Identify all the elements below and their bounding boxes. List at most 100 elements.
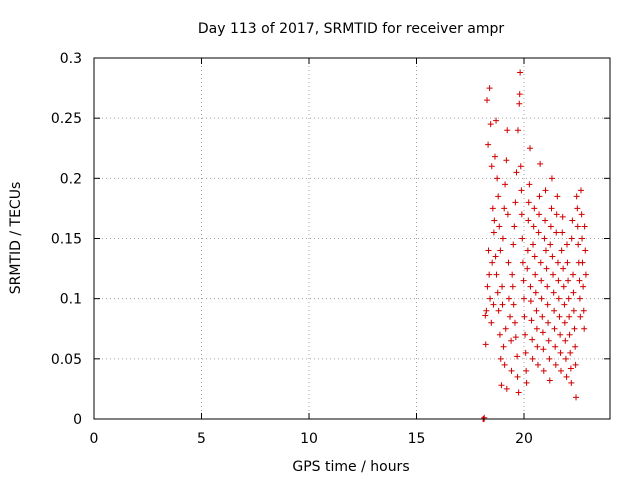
data-point <box>567 349 574 356</box>
data-point <box>566 313 573 320</box>
data-point <box>582 247 589 254</box>
data-point <box>517 163 524 170</box>
data-point <box>518 211 525 218</box>
data-point <box>576 277 583 284</box>
x-tick-label: 0 <box>90 431 99 447</box>
data-point <box>486 85 493 92</box>
data-point <box>576 295 583 302</box>
data-point <box>558 247 565 254</box>
data-point <box>539 313 546 320</box>
data-point <box>537 259 544 266</box>
data-point <box>581 325 588 332</box>
data-point <box>529 336 536 343</box>
data-point <box>575 241 582 248</box>
y-tick-label: 0.3 <box>60 51 82 67</box>
y-tick-labels: 0 0.05 0.1 0.15 0.2 0.25 0.3 <box>51 51 82 428</box>
data-point <box>536 211 543 218</box>
data-point <box>560 283 567 290</box>
data-point <box>498 382 505 389</box>
data-point <box>560 265 567 272</box>
data-point <box>527 145 534 152</box>
data-point <box>482 341 489 348</box>
data-point <box>566 331 573 338</box>
x-axis-label: GPS time / hours <box>292 459 409 475</box>
data-point <box>548 205 555 212</box>
data-point <box>502 181 509 188</box>
data-point <box>567 365 574 372</box>
data-point <box>490 229 497 236</box>
data-point <box>503 157 510 164</box>
data-point <box>561 301 568 308</box>
data-point <box>544 301 551 308</box>
data-point <box>503 385 510 392</box>
data-point <box>496 331 503 338</box>
data-point <box>552 361 559 368</box>
data-point <box>501 361 508 368</box>
data-point <box>491 217 498 224</box>
data-point <box>541 235 548 242</box>
y-tick-label: 0.1 <box>60 292 82 308</box>
data-point <box>573 394 580 401</box>
axis-ticks <box>93 57 610 420</box>
data-point <box>482 312 489 319</box>
data-point <box>557 349 564 356</box>
data-point <box>531 253 538 260</box>
data-point <box>517 69 524 76</box>
data-point <box>579 259 586 266</box>
data-point <box>495 307 502 314</box>
data-point <box>547 223 554 230</box>
data-point <box>528 317 535 324</box>
data-point <box>542 247 549 254</box>
data-point <box>570 271 577 278</box>
data-point <box>535 229 542 236</box>
data-point <box>568 379 575 386</box>
y-tick-label: 0.05 <box>51 352 82 368</box>
data-point <box>580 283 587 290</box>
x-tick-label: 15 <box>408 431 426 447</box>
data-point <box>572 361 579 368</box>
data-point <box>550 289 557 296</box>
data-point <box>508 367 515 374</box>
y-tick-label: 0.15 <box>51 232 82 248</box>
data-point <box>547 241 554 248</box>
data-point <box>539 329 546 336</box>
data-point <box>529 355 536 362</box>
data-point <box>553 229 560 236</box>
data-point <box>484 97 491 104</box>
data-point <box>551 307 558 314</box>
data-point <box>532 271 539 278</box>
data-point <box>570 289 577 296</box>
data-point <box>509 271 516 278</box>
data-point <box>486 271 493 278</box>
data-point <box>521 313 528 320</box>
data-point <box>501 205 508 212</box>
data-point <box>522 349 529 356</box>
data-point <box>494 289 501 296</box>
data-point <box>573 193 580 200</box>
data-point <box>533 325 540 332</box>
data-point <box>562 337 569 344</box>
data-point <box>574 223 581 230</box>
data-point <box>571 325 578 332</box>
data-point <box>548 175 555 182</box>
data-point <box>542 187 549 194</box>
data-point <box>493 117 500 124</box>
data-point <box>533 307 540 314</box>
data-point <box>565 277 572 284</box>
data-point <box>499 235 506 242</box>
data-point <box>523 367 530 374</box>
data-point <box>520 277 527 284</box>
data-point <box>534 343 541 350</box>
data-point <box>489 205 496 212</box>
data-point <box>538 295 545 302</box>
x-tick-label: 5 <box>197 431 206 447</box>
data-point <box>502 325 509 332</box>
data-point <box>555 277 562 284</box>
data-point <box>511 319 518 326</box>
data-points <box>480 69 589 422</box>
data-point <box>504 127 511 134</box>
data-point <box>555 295 562 302</box>
y-tick-label: 0.25 <box>51 111 82 127</box>
data-point <box>492 253 499 260</box>
data-point <box>496 223 503 230</box>
